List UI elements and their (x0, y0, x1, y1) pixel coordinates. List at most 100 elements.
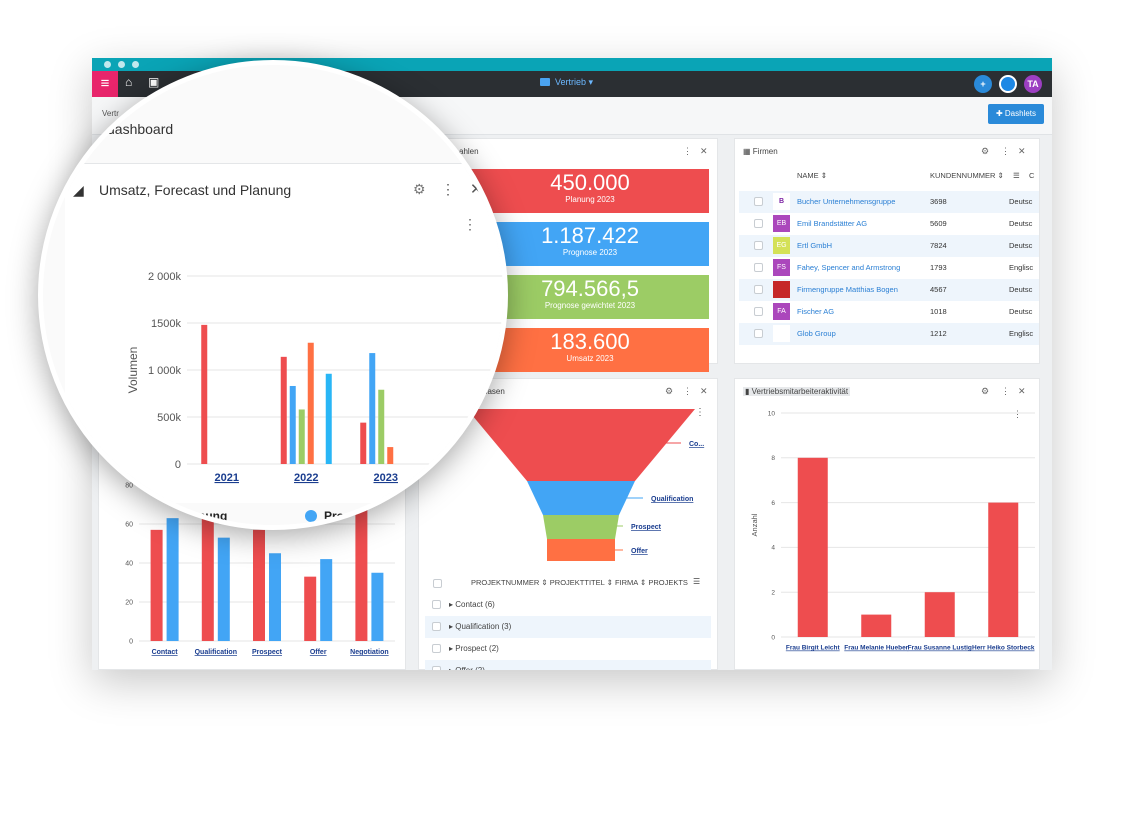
column-header-name[interactable]: NAME ⇕ (797, 171, 828, 180)
table-row[interactable]: EG Ertl GmbH 7824 Deutsc (739, 235, 1039, 257)
close-icon[interactable]: ✕ (1018, 146, 1026, 156)
firmen-panel-title: ▦ Firmen (743, 147, 778, 156)
row-checkbox[interactable] (432, 666, 441, 670)
window-dot-icon[interactable] (118, 61, 125, 68)
row-checkbox[interactable] (754, 263, 763, 272)
user-avatar[interactable]: TA (1024, 75, 1042, 93)
company-avatar (773, 281, 790, 298)
company-avatar: EG (773, 237, 790, 254)
y-tick-label: 0 (175, 459, 181, 471)
bar (253, 529, 265, 641)
company-name-link[interactable]: Bucher Unternehmensgruppe (797, 197, 896, 206)
settings-gear-icon[interactable]: ⚙ (981, 146, 990, 156)
settings-gear-icon[interactable]: ⚙ (665, 386, 674, 396)
table-row[interactable]: FS Fahey, Spencer and Armstrong 1793 Englis… (739, 257, 1039, 279)
funnel-stage-label: Offer (631, 548, 648, 555)
settings-gear-icon[interactable]: ⚙ (413, 181, 426, 197)
country-cell: Deutsc (1009, 197, 1033, 206)
add-button[interactable]: + (974, 75, 992, 93)
close-icon[interactable]: ✕ (1018, 386, 1026, 396)
table-row[interactable]: FA Fischer AG 1018 Deutsc (739, 301, 1039, 323)
kpi-tile[interactable]: 183.600 Umsatz 2023 (471, 328, 709, 372)
projects-table-header[interactable]: PROJEKTNUMMER ⇕ PROJEKTTITEL ⇕ FIRMA ⇕ P… (471, 578, 688, 587)
column-header-kundennummer[interactable]: KUNDENNUMMER ⇕ (930, 171, 1004, 180)
clock-icon[interactable] (999, 75, 1017, 93)
select-all-checkbox[interactable] (433, 579, 442, 588)
group-row[interactable]: ▸ Contact (6) (425, 594, 711, 616)
row-checkbox[interactable] (754, 219, 763, 228)
chart-menu-icon[interactable]: ⋮ (1013, 409, 1022, 419)
company-name-link[interactable]: Fischer AG (797, 307, 835, 316)
group-row[interactable]: ▸ Prospect (2) (425, 638, 711, 660)
bar (320, 559, 333, 641)
save-icon[interactable]: ▣ (148, 75, 160, 89)
settings-gear-icon[interactable]: ⚙ (981, 386, 990, 396)
columns-menu-icon[interactable]: ☰ (693, 577, 701, 586)
more-vert-icon[interactable]: ⋮ (1001, 146, 1010, 156)
row-checkbox[interactable] (432, 600, 441, 609)
group-row[interactable]: ▸ Qualification (3) (425, 616, 711, 638)
legend-item[interactable]: Prognose (305, 509, 379, 523)
module-switcher[interactable]: Vertrieb ▾ (540, 77, 593, 88)
customer-number: 3698 (930, 197, 947, 206)
home-icon[interactable]: ⌂ (125, 75, 133, 89)
row-checkbox[interactable] (754, 307, 763, 316)
company-name-link[interactable]: Fahey, Spencer and Armstrong (797, 263, 901, 272)
y-tick-label: 2 (771, 589, 775, 596)
table-row[interactable]: EB Emil Brandstätter AG 5609 Deutsc (739, 213, 1039, 235)
legend-item[interactable]: Planung (161, 509, 227, 523)
row-checkbox[interactable] (432, 622, 441, 631)
company-name-link[interactable]: Ertl GmbH (797, 241, 833, 250)
customer-number: 1793 (930, 263, 947, 272)
columns-menu-icon[interactable]: ☰ (1013, 171, 1020, 180)
close-icon[interactable]: ✕ (700, 146, 708, 156)
company-name-link[interactable]: Emil Brandstätter AG (797, 219, 868, 228)
y-tick-label: 0 (129, 638, 133, 645)
dashlets-button[interactable]: ✚ Dashlets (987, 104, 1044, 124)
close-icon[interactable]: ✕ (470, 181, 483, 198)
close-icon[interactable]: ✕ (700, 386, 708, 396)
breadcrumb[interactable]: Vertr (102, 109, 119, 118)
group-row[interactable]: ▸ Offer (2) (425, 660, 711, 670)
row-checkbox[interactable] (432, 644, 441, 653)
company-name-link[interactable]: Glob Group (797, 329, 836, 338)
bar-chart-icon: ▮ (745, 387, 752, 396)
more-vert-icon[interactable]: ⋮ (441, 181, 455, 197)
bar (298, 409, 305, 464)
kpi-value: 1.187.422 (541, 223, 639, 248)
x-tick-label: Frau Susanne Lustig (908, 645, 972, 652)
kpi-tile[interactable]: 450.000 Planung 2023 (471, 169, 709, 213)
kpi-tile[interactable]: 794.566,5 Prognose gewichtet 2023 (471, 275, 709, 319)
row-checkbox[interactable] (754, 241, 763, 250)
table-row[interactable]: B Bucher Unternehmensgruppe 3698 Deutsc (739, 191, 1039, 213)
more-vert-icon[interactable]: ⋮ (1001, 386, 1010, 396)
kpi-label: Umsatz 2023 (566, 354, 614, 363)
y-tick-label: 10 (768, 410, 776, 417)
y-axis-label: Anzahl (750, 513, 759, 536)
x-tick-label: 2022 (294, 472, 318, 484)
more-vert-icon[interactable]: ⋮ (683, 386, 692, 396)
table-row[interactable]: Glob Group 1212 Englisc (739, 323, 1039, 345)
chart-menu-icon[interactable]: ⋮ (463, 216, 477, 232)
row-checkbox[interactable] (754, 285, 763, 294)
customer-number: 4567 (930, 285, 947, 294)
company-avatar: FA (773, 303, 790, 320)
pipeline-bar-chart: 020406080ContactQualificationProspectOff… (125, 482, 395, 656)
row-checkbox[interactable] (754, 197, 763, 206)
column-header-country[interactable]: C (1029, 171, 1035, 180)
funnel-stage (467, 409, 695, 481)
x-tick-label: Offer (310, 649, 327, 656)
row-checkbox[interactable] (754, 329, 763, 338)
magnified-dashboard-title: dashboard (107, 121, 174, 137)
kpi-label: Prognose 2023 (562, 248, 618, 257)
kpi-tile[interactable]: 1.187.422 Prognose 2023 (471, 222, 709, 266)
bar (797, 457, 828, 637)
table-row[interactable]: Firmengruppe Matthias Bogen 4567 Deutsc (739, 279, 1039, 301)
magnified-breadcrumb[interactable]: Vertr (107, 105, 127, 115)
y-tick-label: 0 (771, 634, 775, 641)
company-name-link[interactable]: Firmengruppe Matthias Bogen (797, 285, 898, 294)
window-dot-icon[interactable] (104, 61, 111, 68)
more-vert-icon[interactable]: ⋮ (683, 146, 692, 156)
window-dot-icon[interactable] (132, 61, 139, 68)
hamburger-menu-icon[interactable]: ≡ (92, 71, 118, 97)
